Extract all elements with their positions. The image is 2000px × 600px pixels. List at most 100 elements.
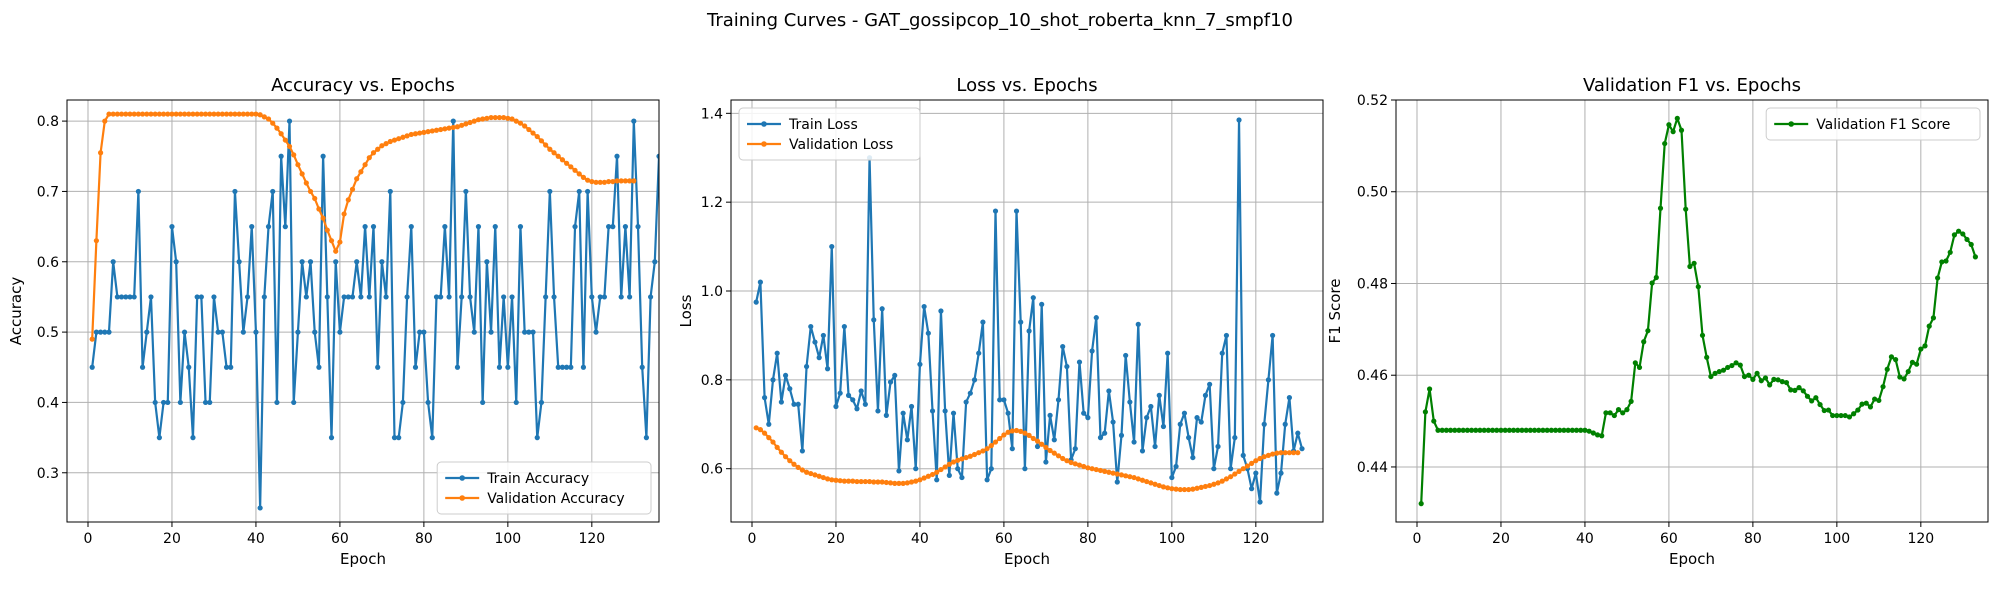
- data-point: [1741, 373, 1748, 380]
- data-point: [1447, 427, 1454, 433]
- data-point: [417, 329, 423, 335]
- data-point: [1282, 450, 1288, 456]
- data-point: [900, 480, 906, 486]
- data-point: [1683, 206, 1689, 212]
- data-point: [144, 329, 150, 335]
- data-point: [118, 111, 125, 117]
- data-point: [833, 403, 839, 410]
- data-point: [837, 478, 843, 484]
- data-point: [904, 480, 910, 486]
- data-point: [841, 478, 847, 484]
- data-point: [1699, 332, 1706, 338]
- data-point: [379, 143, 385, 149]
- data-point: [244, 294, 251, 300]
- data-point: [1009, 428, 1015, 434]
- data-point: [1135, 321, 1141, 327]
- data-point: [808, 323, 814, 330]
- data-point: [522, 123, 528, 129]
- data-point: [606, 224, 612, 230]
- data-point: [652, 259, 658, 265]
- legend-box: [738, 107, 921, 161]
- data-point: [543, 142, 549, 148]
- data-point: [1536, 427, 1542, 433]
- data-point: [774, 350, 780, 356]
- x-tick-label: 20: [1492, 531, 1510, 547]
- chart-title: Loss vs. Epochs: [956, 75, 1097, 96]
- x-tick-label: 100: [1823, 531, 1850, 547]
- data-point: [1863, 400, 1869, 406]
- data-point: [232, 111, 238, 117]
- data-point: [1456, 427, 1462, 433]
- legend: Train Accuracy Validation Accuracy: [436, 461, 652, 515]
- data-point: [257, 112, 263, 118]
- data-point: [324, 294, 330, 300]
- data-point: [1152, 481, 1158, 487]
- data-point: [1076, 462, 1083, 468]
- data-point: [585, 188, 591, 195]
- data-point: [501, 114, 507, 121]
- data-point: [1662, 140, 1668, 147]
- data-point: [244, 111, 251, 117]
- data-point: [1926, 323, 1932, 329]
- data-point: [257, 505, 263, 511]
- data-point: [1922, 343, 1928, 349]
- data-point: [1695, 284, 1701, 290]
- data-point: [1431, 418, 1437, 424]
- data-point: [1754, 370, 1760, 376]
- data-point: [908, 403, 915, 410]
- data-point: [110, 259, 116, 265]
- data-point: [312, 329, 318, 335]
- data-point: [1127, 399, 1133, 405]
- data-point: [1274, 450, 1280, 456]
- series-1: [1418, 115, 1978, 507]
- data-point: [93, 329, 99, 335]
- data-point: [1047, 447, 1053, 454]
- data-point: [291, 152, 297, 158]
- data-point: [253, 329, 259, 335]
- data-point: [1102, 430, 1108, 436]
- data-point: [1502, 427, 1508, 433]
- data-point: [375, 146, 381, 152]
- data-point: [148, 111, 154, 117]
- data-point: [1935, 275, 1941, 281]
- data-point: [976, 350, 982, 356]
- data-point: [383, 294, 389, 300]
- data-point: [459, 122, 465, 128]
- data-point: [963, 399, 969, 405]
- data-point: [328, 435, 335, 441]
- data-point: [454, 364, 461, 370]
- data-point: [559, 364, 566, 370]
- data-point: [1173, 463, 1179, 470]
- data-point: [1274, 490, 1280, 496]
- data-point: [761, 395, 768, 401]
- data-point: [312, 195, 318, 202]
- data-point: [904, 437, 910, 443]
- data-point: [480, 399, 486, 406]
- data-point: [1809, 398, 1815, 404]
- data-point: [614, 178, 620, 184]
- data-point: [1219, 350, 1225, 356]
- data-point: [1186, 486, 1192, 493]
- data-point: [1257, 499, 1263, 505]
- data-point: [1666, 122, 1672, 128]
- data-point: [766, 421, 772, 427]
- data-point: [1582, 427, 1588, 433]
- data-point: [757, 427, 763, 433]
- data-point: [522, 329, 528, 335]
- data-point: [1249, 486, 1255, 492]
- data-point: [1034, 438, 1041, 444]
- data-point: [1156, 392, 1162, 398]
- data-point: [963, 454, 969, 461]
- series-1: [753, 117, 1305, 505]
- data-point: [1951, 232, 1958, 238]
- data-point: [845, 392, 852, 398]
- data-point: [610, 224, 616, 230]
- data-point: [551, 294, 557, 300]
- data-point: [1590, 430, 1596, 436]
- plot-frame: [730, 99, 1324, 523]
- data-point: [1236, 117, 1242, 123]
- data-point: [1005, 429, 1011, 435]
- y-tick-label: 1.2: [701, 195, 723, 211]
- data-point: [186, 364, 192, 370]
- data-point: [1240, 452, 1246, 458]
